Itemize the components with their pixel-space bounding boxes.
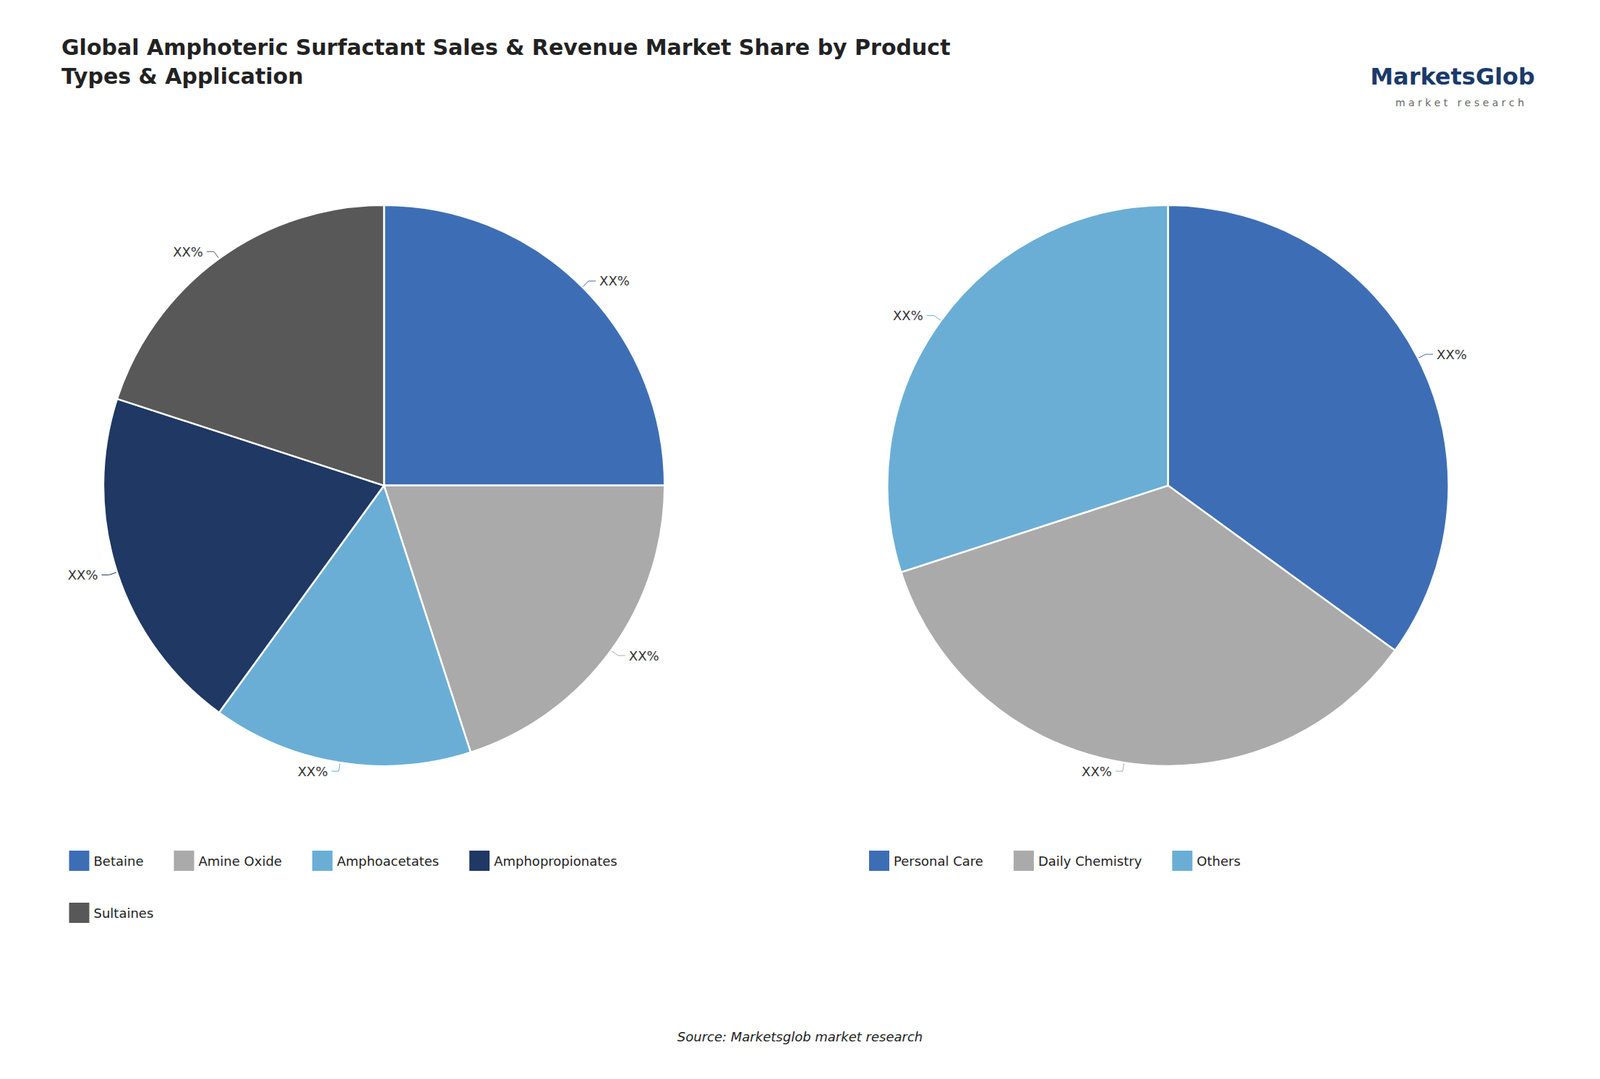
svg-text:Global Amphoteric Surfactant S: Global Amphoteric Surfactant Sales & Rev…	[61, 34, 951, 61]
svg-text:XX%: XX%	[67, 567, 99, 583]
svg-text:Daily Chemistry: Daily Chemistry	[1038, 853, 1143, 870]
svg-text:XX%: XX%	[172, 244, 204, 260]
svg-text:Others: Others	[1196, 853, 1241, 870]
svg-text:XX%: XX%	[599, 273, 630, 289]
svg-text:XX%: XX%	[892, 307, 924, 324]
svg-text:Source: Marketsglob market res: Source: Marketsglob market research	[677, 1029, 923, 1045]
svg-text:Amphopropionates: Amphopropionates	[493, 853, 618, 870]
svg-text:XX%: XX%	[629, 648, 660, 664]
svg-text:Personal Care: Personal Care	[893, 853, 984, 870]
svg-text:MarketsGlob: MarketsGlob	[1370, 62, 1535, 91]
svg-text:XX%: XX%	[1436, 347, 1467, 363]
svg-text:m a r k e t r e s e a r c h: m a r k e t r e s e a r c h	[1395, 96, 1525, 109]
svg-text:Amphoacetates: Amphoacetates	[336, 853, 439, 870]
svg-text:XX%: XX%	[297, 764, 329, 780]
svg-text:Amine Oxide: Amine Oxide	[198, 853, 282, 870]
svg-text:XX%: XX%	[1081, 764, 1112, 780]
svg-text:Sultaines: Sultaines	[93, 905, 154, 922]
svg-text:Types & Application: Types & Application	[61, 63, 304, 89]
svg-text:Betaine: Betaine	[93, 853, 144, 870]
